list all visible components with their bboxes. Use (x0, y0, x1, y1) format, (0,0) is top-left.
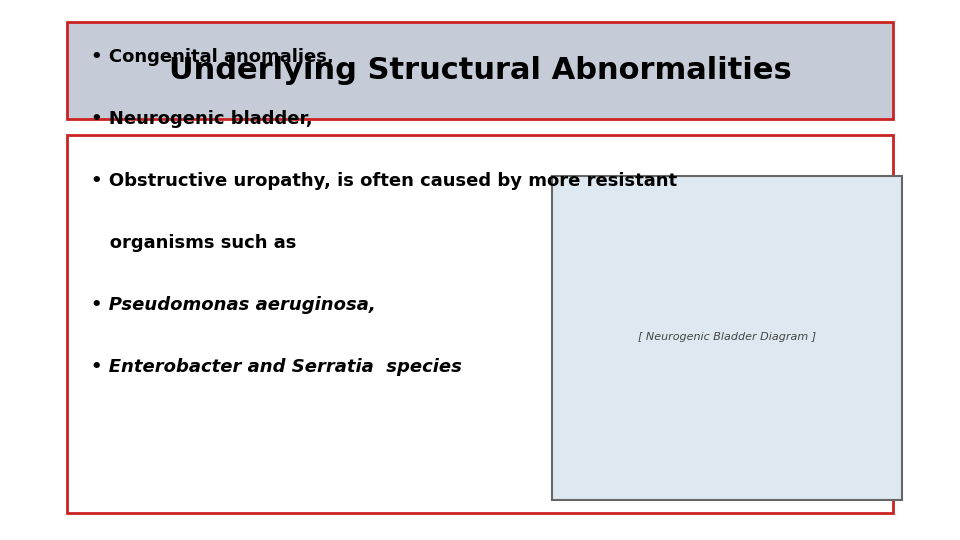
Text: • Congenital anomalies,: • Congenital anomalies, (91, 48, 334, 66)
FancyBboxPatch shape (67, 22, 893, 119)
Text: • Neurogenic bladder,: • Neurogenic bladder, (91, 110, 313, 128)
FancyBboxPatch shape (67, 135, 893, 513)
Text: • Enterobacter and Serratia  species: • Enterobacter and Serratia species (91, 358, 462, 376)
Text: Underlying Structural Abnormalities: Underlying Structural Abnormalities (169, 56, 791, 85)
FancyBboxPatch shape (552, 176, 902, 500)
Text: • Obstructive uropathy, is often caused by more resistant: • Obstructive uropathy, is often caused … (91, 172, 678, 190)
Text: organisms such as: organisms such as (91, 234, 297, 252)
Text: [ Neurogenic Bladder Diagram ]: [ Neurogenic Bladder Diagram ] (638, 333, 816, 342)
Text: • Pseudomonas aeruginosa,: • Pseudomonas aeruginosa, (91, 296, 376, 314)
